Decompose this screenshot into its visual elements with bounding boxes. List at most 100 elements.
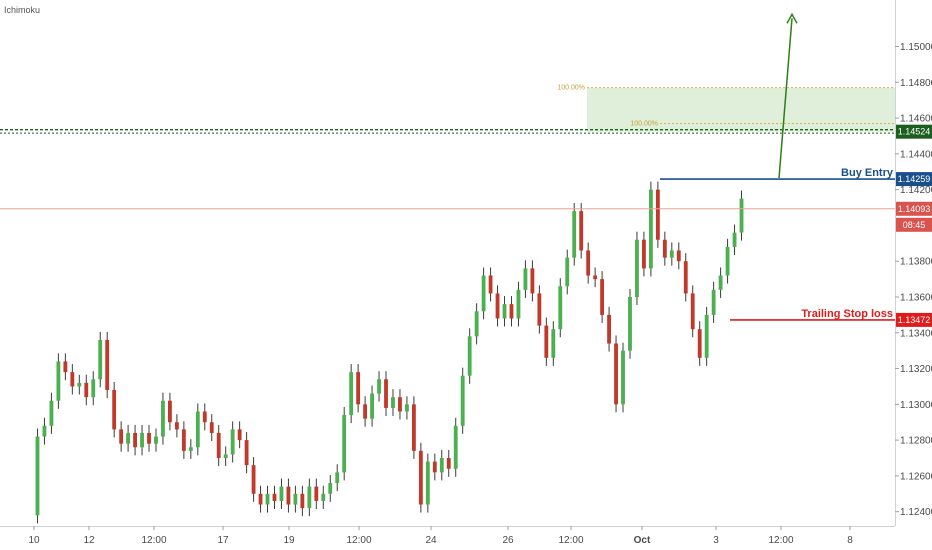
target-arrow-shaft: [778, 18, 793, 179]
candle-body: [35, 436, 40, 516]
trailing-stop-tag-bg: [896, 312, 932, 327]
candle-body: [49, 400, 54, 426]
candle-body: [607, 314, 611, 344]
candle-body: [244, 440, 249, 466]
price-tick-label: 1.13000: [900, 400, 932, 411]
candle-body: [446, 458, 451, 469]
candle-body: [98, 339, 103, 380]
candle-body: [63, 361, 68, 373]
candle-body: [732, 232, 737, 247]
candle-body: [133, 432, 137, 448]
candle-body: [467, 336, 472, 376]
candle-body: [70, 372, 75, 387]
candle-body: [558, 286, 563, 330]
candle-body: [77, 382, 82, 387]
candle-body: [216, 432, 221, 459]
candle-body: [530, 268, 535, 294]
candle-body: [105, 339, 110, 391]
candles-group: [35, 181, 744, 524]
candle-body: [168, 400, 172, 423]
fib-zone-group: 100.00% 100.00%: [557, 85, 895, 132]
candle-body: [300, 493, 305, 509]
candle-body: [251, 465, 256, 494]
candle-body: [621, 350, 625, 405]
candle-body: [481, 275, 486, 312]
candle-body: [181, 429, 186, 451]
candle-body: [91, 379, 96, 398]
candle-body: [572, 211, 577, 258]
candle-body: [642, 239, 646, 269]
time-tick-label: 3: [713, 535, 719, 546]
price-tick-label: 1.12400: [900, 507, 932, 518]
price-tick-label: 1.12600: [900, 471, 932, 482]
candle-body: [725, 246, 730, 276]
candle-body: [502, 304, 507, 319]
candle-body: [154, 436, 158, 444]
target-arrow-head: [786, 12, 798, 24]
candle-body: [56, 361, 61, 401]
time-tick-label: 12:00: [558, 535, 583, 546]
candle-body: [662, 239, 667, 258]
candle-body: [188, 447, 193, 451]
candle-body: [335, 472, 340, 484]
time-tick-label: 12:00: [768, 535, 793, 546]
candle-body: [209, 422, 214, 433]
candle-body: [418, 450, 423, 505]
price-tick-label: 1.15000: [900, 42, 932, 53]
candle-body: [42, 425, 47, 437]
candle-body: [628, 296, 632, 351]
candle-body: [314, 486, 319, 501]
candle-body: [293, 493, 298, 505]
candle-body: [112, 390, 117, 430]
time-tick-label: Oct: [634, 535, 651, 546]
fib-label-upper: 100.00%: [557, 85, 585, 92]
candle-body: [202, 411, 207, 423]
price-tick-label: 1.14400: [900, 149, 932, 160]
price-tick-label: 1.13800: [900, 257, 932, 268]
candle-body: [453, 425, 458, 469]
candle-body: [655, 189, 660, 240]
candle-body: [391, 397, 395, 408]
price-tick-label: 1.14800: [900, 78, 932, 89]
candle-body: [286, 486, 291, 505]
candle-body: [690, 293, 695, 330]
candle-body: [370, 393, 374, 419]
buy-entry-tag-bg: [896, 172, 932, 187]
current-price-tag-label: 1.14093: [898, 204, 931, 214]
price-tick-label: 1.14200: [900, 185, 932, 196]
candle-body: [258, 493, 263, 505]
candle-body: [272, 493, 277, 501]
candle-body: [321, 493, 326, 501]
price-axis[interactable]: 1.12400 1.12600 1.12800 1.13000 1.13200 1.134…: [895, 42, 932, 518]
candle-body: [432, 461, 437, 473]
candle-body: [230, 429, 235, 455]
resistance-tag-label: 1.14524: [898, 127, 931, 137]
price-tick-label: 1.14600: [900, 114, 932, 125]
candle-body: [237, 429, 242, 441]
countdown-tag-bg: [896, 217, 932, 232]
trailing-stop-label: Trailing Stop loss: [801, 308, 893, 320]
trailing-stop-tag-label: 1.13472: [898, 315, 931, 325]
buy-entry-label: Buy Entry: [841, 167, 894, 179]
candle-body: [739, 198, 744, 233]
time-axis[interactable]: 10 12 12:00 17 19 12:00 24 26 12:00 Oct 3 12:00 8: [28, 526, 853, 546]
candle-body: [147, 432, 151, 444]
candle-body: [586, 250, 591, 276]
indicator-label[interactable]: Ichimoku: [4, 5, 40, 15]
candle-body: [307, 486, 312, 509]
candle-body: [398, 397, 402, 412]
candle-body: [328, 483, 333, 494]
candle-body: [648, 189, 653, 269]
candle-body: [579, 211, 584, 251]
candle-body: [544, 325, 549, 358]
price-tick-label: 1.13400: [900, 328, 932, 339]
countdown-tag-label: 08:45: [903, 220, 926, 230]
current-price-tag-bg: [896, 201, 932, 216]
candle-body: [140, 432, 144, 448]
candle-body: [635, 239, 639, 297]
candle-body: [551, 329, 556, 358]
resistance-tag-bg: [896, 124, 932, 139]
candle-body: [265, 493, 270, 505]
price-tick-label: 1.12800: [900, 436, 932, 447]
